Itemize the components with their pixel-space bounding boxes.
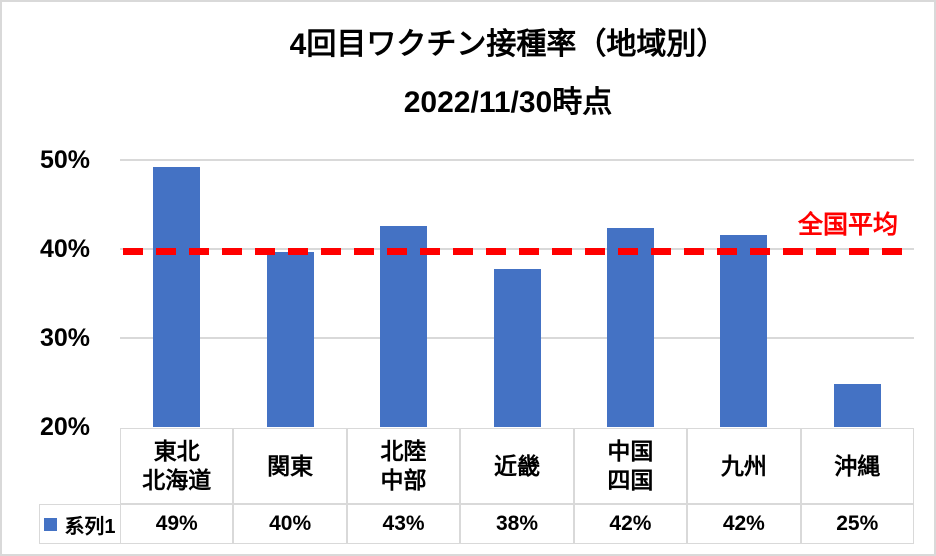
category-cell: 九州 (687, 428, 801, 504)
category-label-line: 関東 (267, 452, 314, 479)
category-cell: 沖縄 (800, 428, 914, 504)
category-label-line: 東北 (153, 438, 200, 464)
chart-bar (153, 167, 201, 427)
value-cell: 42% (573, 504, 688, 544)
category-cell: 東北 北海道 (120, 428, 234, 504)
category-cell: 北陸 中部 (346, 428, 461, 504)
chart-bar (720, 234, 768, 427)
category-label-line: 九州 (720, 452, 767, 479)
category-label-line: 北海道 (142, 467, 212, 493)
category-label-line: 近畿 (493, 452, 540, 479)
category-label-line: 沖縄 (834, 452, 881, 479)
data-table: 系列1 東北 北海道 49% 関東 40% 北陸 中部 43% 近畿 38% 中国 四国 42% 九州 42… (39, 428, 915, 544)
category-label-line: 四国 (607, 467, 654, 493)
y-axis-tick-label: 30% (39, 324, 90, 352)
value-cell: 25% (800, 504, 914, 544)
value-cell: 43% (346, 504, 461, 544)
chart-bar (606, 227, 654, 427)
category-cell: 中国 四国 (573, 428, 688, 504)
legend-cell: 系列1 (39, 504, 121, 544)
chart-bar (380, 225, 428, 427)
y-axis-tick-label: 40% (39, 235, 90, 263)
plot-area: 全国平均 (120, 159, 914, 427)
value-cell: 38% (460, 504, 574, 544)
national-average-label: 全国平均 (797, 211, 898, 239)
chart-bar (833, 384, 881, 427)
value-cell: 49% (120, 504, 234, 544)
category-cell: 関東 (233, 428, 347, 504)
y-axis-tick-label: 20% (39, 413, 90, 441)
category-cell: 近畿 (460, 428, 574, 504)
value-cell: 40% (233, 504, 347, 544)
gridline (120, 159, 914, 161)
chart-subtitle: 2022/11/30時点 (403, 86, 613, 119)
series-legend-label: 系列1 (64, 515, 116, 538)
chart-title: 4回目ワクチン接種率（地域別） (289, 28, 727, 61)
value-cell: 42% (687, 504, 801, 544)
chart-bar (493, 269, 541, 427)
y-axis-tick-label: 50% (39, 146, 90, 174)
category-label-line: 北陸 (380, 438, 427, 464)
national-average-line (123, 248, 914, 256)
chart-bar (266, 251, 314, 427)
category-label-line: 中部 (380, 467, 427, 493)
series-swatch-icon (44, 517, 58, 531)
category-label-line: 中国 (607, 438, 654, 464)
